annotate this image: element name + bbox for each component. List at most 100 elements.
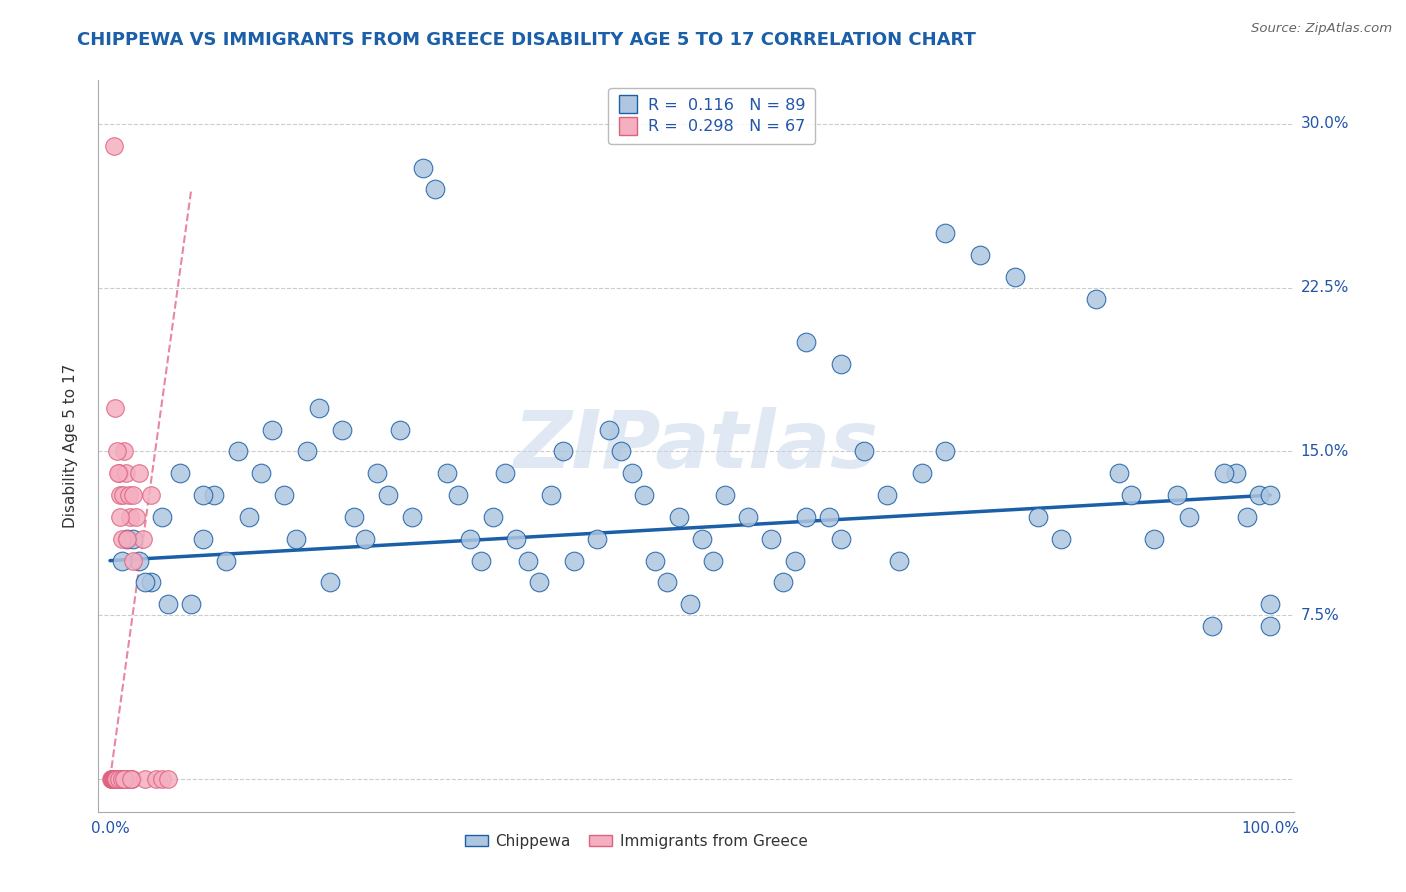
Y-axis label: Disability Age 5 to 17: Disability Age 5 to 17 bbox=[63, 364, 77, 528]
Point bbox=[103, 772, 125, 786]
Point bbox=[911, 467, 934, 481]
Point bbox=[262, 423, 284, 437]
Point bbox=[366, 467, 388, 481]
Point bbox=[934, 226, 956, 240]
Point bbox=[191, 488, 214, 502]
Point bbox=[1004, 269, 1026, 284]
Point bbox=[250, 467, 273, 481]
Text: ZIPatlas: ZIPatlas bbox=[513, 407, 879, 485]
Point bbox=[226, 444, 249, 458]
Point bbox=[633, 488, 655, 502]
Point bbox=[191, 532, 214, 546]
Point bbox=[112, 444, 135, 458]
Text: Source: ZipAtlas.com: Source: ZipAtlas.com bbox=[1251, 22, 1392, 36]
Point bbox=[101, 772, 124, 786]
Point bbox=[551, 444, 574, 458]
Text: 22.5%: 22.5% bbox=[1301, 280, 1348, 295]
Point bbox=[122, 554, 145, 568]
Point bbox=[110, 510, 132, 524]
Point bbox=[107, 772, 129, 786]
Point bbox=[494, 467, 516, 481]
Point bbox=[122, 532, 145, 546]
Point bbox=[111, 554, 134, 568]
Point bbox=[124, 510, 146, 524]
Point bbox=[529, 575, 551, 590]
Point bbox=[105, 772, 128, 786]
Point bbox=[690, 532, 713, 546]
Point bbox=[470, 554, 492, 568]
Point bbox=[120, 772, 142, 786]
Point bbox=[284, 532, 307, 546]
Point bbox=[969, 248, 991, 262]
Point bbox=[215, 554, 238, 568]
Point bbox=[609, 444, 631, 458]
Point bbox=[297, 444, 319, 458]
Point bbox=[150, 772, 173, 786]
Point bbox=[830, 357, 852, 371]
Point bbox=[204, 488, 226, 502]
Point bbox=[108, 772, 131, 786]
Point bbox=[117, 532, 139, 546]
Point bbox=[436, 467, 458, 481]
Point bbox=[120, 772, 142, 786]
Point bbox=[714, 488, 737, 502]
Point bbox=[458, 532, 481, 546]
Point bbox=[876, 488, 898, 502]
Point bbox=[1201, 619, 1223, 633]
Point bbox=[112, 772, 135, 786]
Point bbox=[145, 772, 167, 786]
Point bbox=[118, 510, 141, 524]
Point bbox=[1108, 467, 1130, 481]
Point bbox=[679, 597, 702, 611]
Point bbox=[117, 532, 139, 546]
Point bbox=[401, 510, 423, 524]
Point bbox=[655, 575, 678, 590]
Point bbox=[104, 772, 127, 786]
Point bbox=[107, 772, 129, 786]
Point bbox=[157, 597, 180, 611]
Point bbox=[103, 772, 125, 786]
Point bbox=[103, 772, 125, 786]
Point bbox=[103, 772, 125, 786]
Point bbox=[139, 488, 162, 502]
Point bbox=[1178, 510, 1201, 524]
Text: 15.0%: 15.0% bbox=[1301, 444, 1348, 459]
Point bbox=[103, 772, 125, 786]
Point bbox=[1236, 510, 1258, 524]
Point bbox=[319, 575, 342, 590]
Point bbox=[1212, 467, 1234, 481]
Point bbox=[150, 510, 173, 524]
Point bbox=[104, 772, 127, 786]
Point bbox=[505, 532, 527, 546]
Point bbox=[377, 488, 399, 502]
Point bbox=[1085, 292, 1108, 306]
Point bbox=[1258, 619, 1281, 633]
Point bbox=[598, 423, 620, 437]
Point bbox=[308, 401, 330, 415]
Point bbox=[330, 423, 353, 437]
Point bbox=[131, 532, 153, 546]
Point bbox=[101, 772, 124, 786]
Point bbox=[423, 182, 446, 196]
Point bbox=[100, 772, 122, 786]
Text: 30.0%: 30.0% bbox=[1301, 117, 1348, 131]
Point bbox=[117, 772, 139, 786]
Point bbox=[107, 772, 129, 786]
Point bbox=[111, 772, 134, 786]
Point bbox=[772, 575, 794, 590]
Point bbox=[783, 554, 806, 568]
Point bbox=[389, 423, 412, 437]
Point bbox=[1225, 467, 1247, 481]
Point bbox=[103, 138, 125, 153]
Point bbox=[134, 575, 156, 590]
Point bbox=[105, 772, 128, 786]
Point bbox=[794, 335, 817, 350]
Point bbox=[157, 772, 180, 786]
Point bbox=[101, 772, 124, 786]
Point bbox=[540, 488, 562, 502]
Point bbox=[238, 510, 260, 524]
Point bbox=[110, 772, 132, 786]
Point bbox=[104, 772, 127, 786]
Point bbox=[107, 772, 129, 786]
Point bbox=[128, 467, 150, 481]
